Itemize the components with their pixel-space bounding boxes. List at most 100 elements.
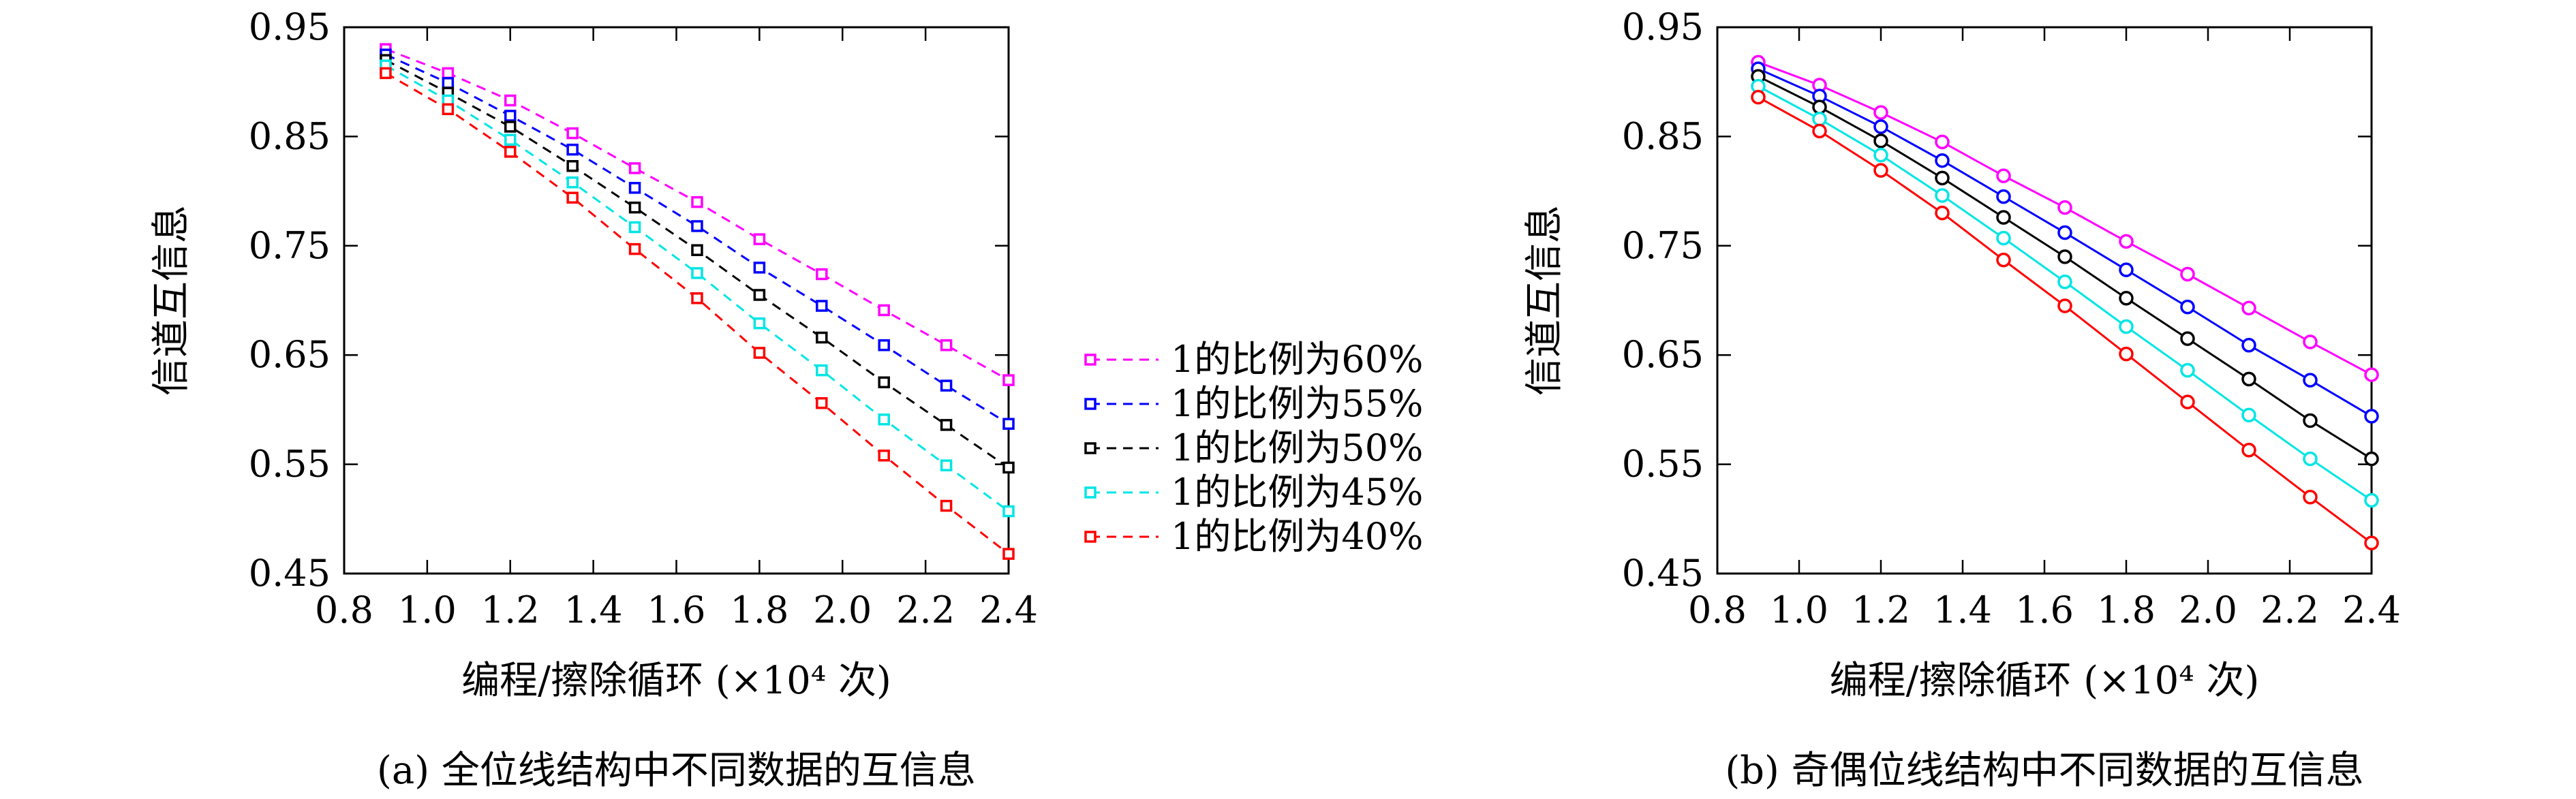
series-line (1758, 96, 2372, 544)
legend-marker (1084, 354, 1097, 366)
x-tick-label: 2.0 (813, 589, 872, 631)
data-point (753, 233, 766, 245)
data-point (1812, 111, 1827, 127)
y-axis-label: 信道互信息 (149, 205, 194, 396)
data-point (878, 339, 890, 351)
data-point (628, 201, 641, 214)
data-point (504, 94, 517, 107)
data-point (816, 268, 828, 281)
data-point (442, 77, 455, 89)
data-point (504, 110, 517, 122)
x-tick-label: 0.8 (1688, 589, 1747, 631)
legend-item: 1的比例为55% (1084, 382, 1423, 425)
data-point (2364, 492, 2379, 508)
legend-label: 1的比例为60% (1171, 338, 1423, 381)
data-point (2364, 409, 2379, 424)
x-tick-label: 1.8 (2097, 589, 2156, 631)
series-line (1758, 75, 2372, 460)
data-point (1002, 548, 1015, 560)
data-point (1996, 210, 2011, 225)
data-point (2241, 442, 2256, 458)
data-point (753, 289, 766, 301)
x-tick-label: 1.6 (2015, 589, 2074, 631)
data-point (1996, 189, 2011, 204)
data-point (2119, 346, 2134, 362)
y-axis-label: 信道互信息 (1522, 205, 1567, 396)
data-point (380, 67, 392, 80)
x-tick-label: 1.6 (647, 589, 706, 631)
data-point (2180, 394, 2195, 409)
data-point (2180, 299, 2195, 315)
data-point (2057, 274, 2072, 289)
data-point (2241, 407, 2256, 423)
data-point (1996, 252, 2011, 268)
x-tick-label: 2.4 (979, 589, 1038, 631)
legend-label: 1的比例为55% (1171, 382, 1423, 425)
data-point (816, 364, 828, 377)
data-point (2364, 367, 2379, 382)
data-point (2303, 489, 2318, 505)
data-point (1873, 134, 1888, 148)
legend-label: 1的比例为50% (1171, 426, 1423, 469)
data-point (1002, 374, 1015, 386)
data-point (1996, 168, 2011, 183)
data-point (2057, 200, 2072, 215)
data-point (816, 331, 828, 344)
series-line (385, 72, 1009, 555)
y-tick-label: 0.65 (1622, 333, 1704, 376)
data-point (878, 304, 890, 317)
data-point (1996, 230, 2011, 246)
x-tick-label: 2.0 (2179, 589, 2237, 631)
data-point (753, 347, 766, 359)
series-line (1758, 85, 2372, 501)
data-point (442, 67, 455, 80)
data-point (442, 103, 455, 116)
series (1751, 78, 2379, 508)
series (1751, 69, 2379, 467)
series (1751, 89, 2379, 550)
legend-marker (1084, 442, 1097, 454)
data-point (816, 300, 828, 312)
figure-caption: (b) 奇偶位线结构中不同数据的互信息 (1725, 749, 2363, 793)
y-tick-label: 0.65 (249, 333, 331, 376)
x-tick-label: 0.8 (315, 589, 373, 631)
x-tick-label: 1.4 (1933, 589, 1992, 631)
legend: 1的比例为60%1的比例为55%1的比例为50%1的比例为45%1的比例为40% (1084, 338, 1423, 558)
x-tick-label: 2.4 (2342, 589, 2401, 631)
data-point (940, 339, 953, 351)
data-point (878, 450, 890, 462)
x-axis-label: 编程/擦除循环 (×10⁴ 次) (1830, 659, 2260, 703)
series-line (385, 53, 1009, 425)
data-point (753, 317, 766, 330)
data-point (628, 221, 641, 234)
data-point (691, 244, 703, 256)
data-point (1751, 89, 1766, 105)
data-point (878, 376, 890, 389)
data-point (2119, 291, 2134, 306)
data-point (2119, 234, 2134, 249)
series-line (1758, 61, 2372, 376)
data-point (2180, 331, 2195, 346)
series-line (1758, 67, 2372, 418)
data-point (566, 159, 579, 172)
data-point (1935, 188, 1950, 203)
x-tick-label: 2.2 (2260, 589, 2319, 631)
series-line (385, 64, 1009, 512)
data-point (1873, 119, 1888, 134)
data-point (2303, 373, 2318, 388)
data-point (504, 146, 517, 158)
data-point (691, 195, 703, 208)
data-point (1812, 99, 1827, 114)
legend-item: 1的比例为50% (1084, 426, 1423, 469)
data-point (566, 191, 579, 204)
series-line (385, 59, 1009, 469)
data-point (1002, 505, 1015, 518)
data-point (1002, 461, 1015, 474)
data-point (691, 220, 703, 232)
legend-marker (1084, 531, 1097, 543)
data-point (691, 267, 703, 279)
series (1751, 61, 2379, 424)
x-tick-label: 1.2 (1852, 589, 1910, 631)
series (380, 59, 1015, 518)
